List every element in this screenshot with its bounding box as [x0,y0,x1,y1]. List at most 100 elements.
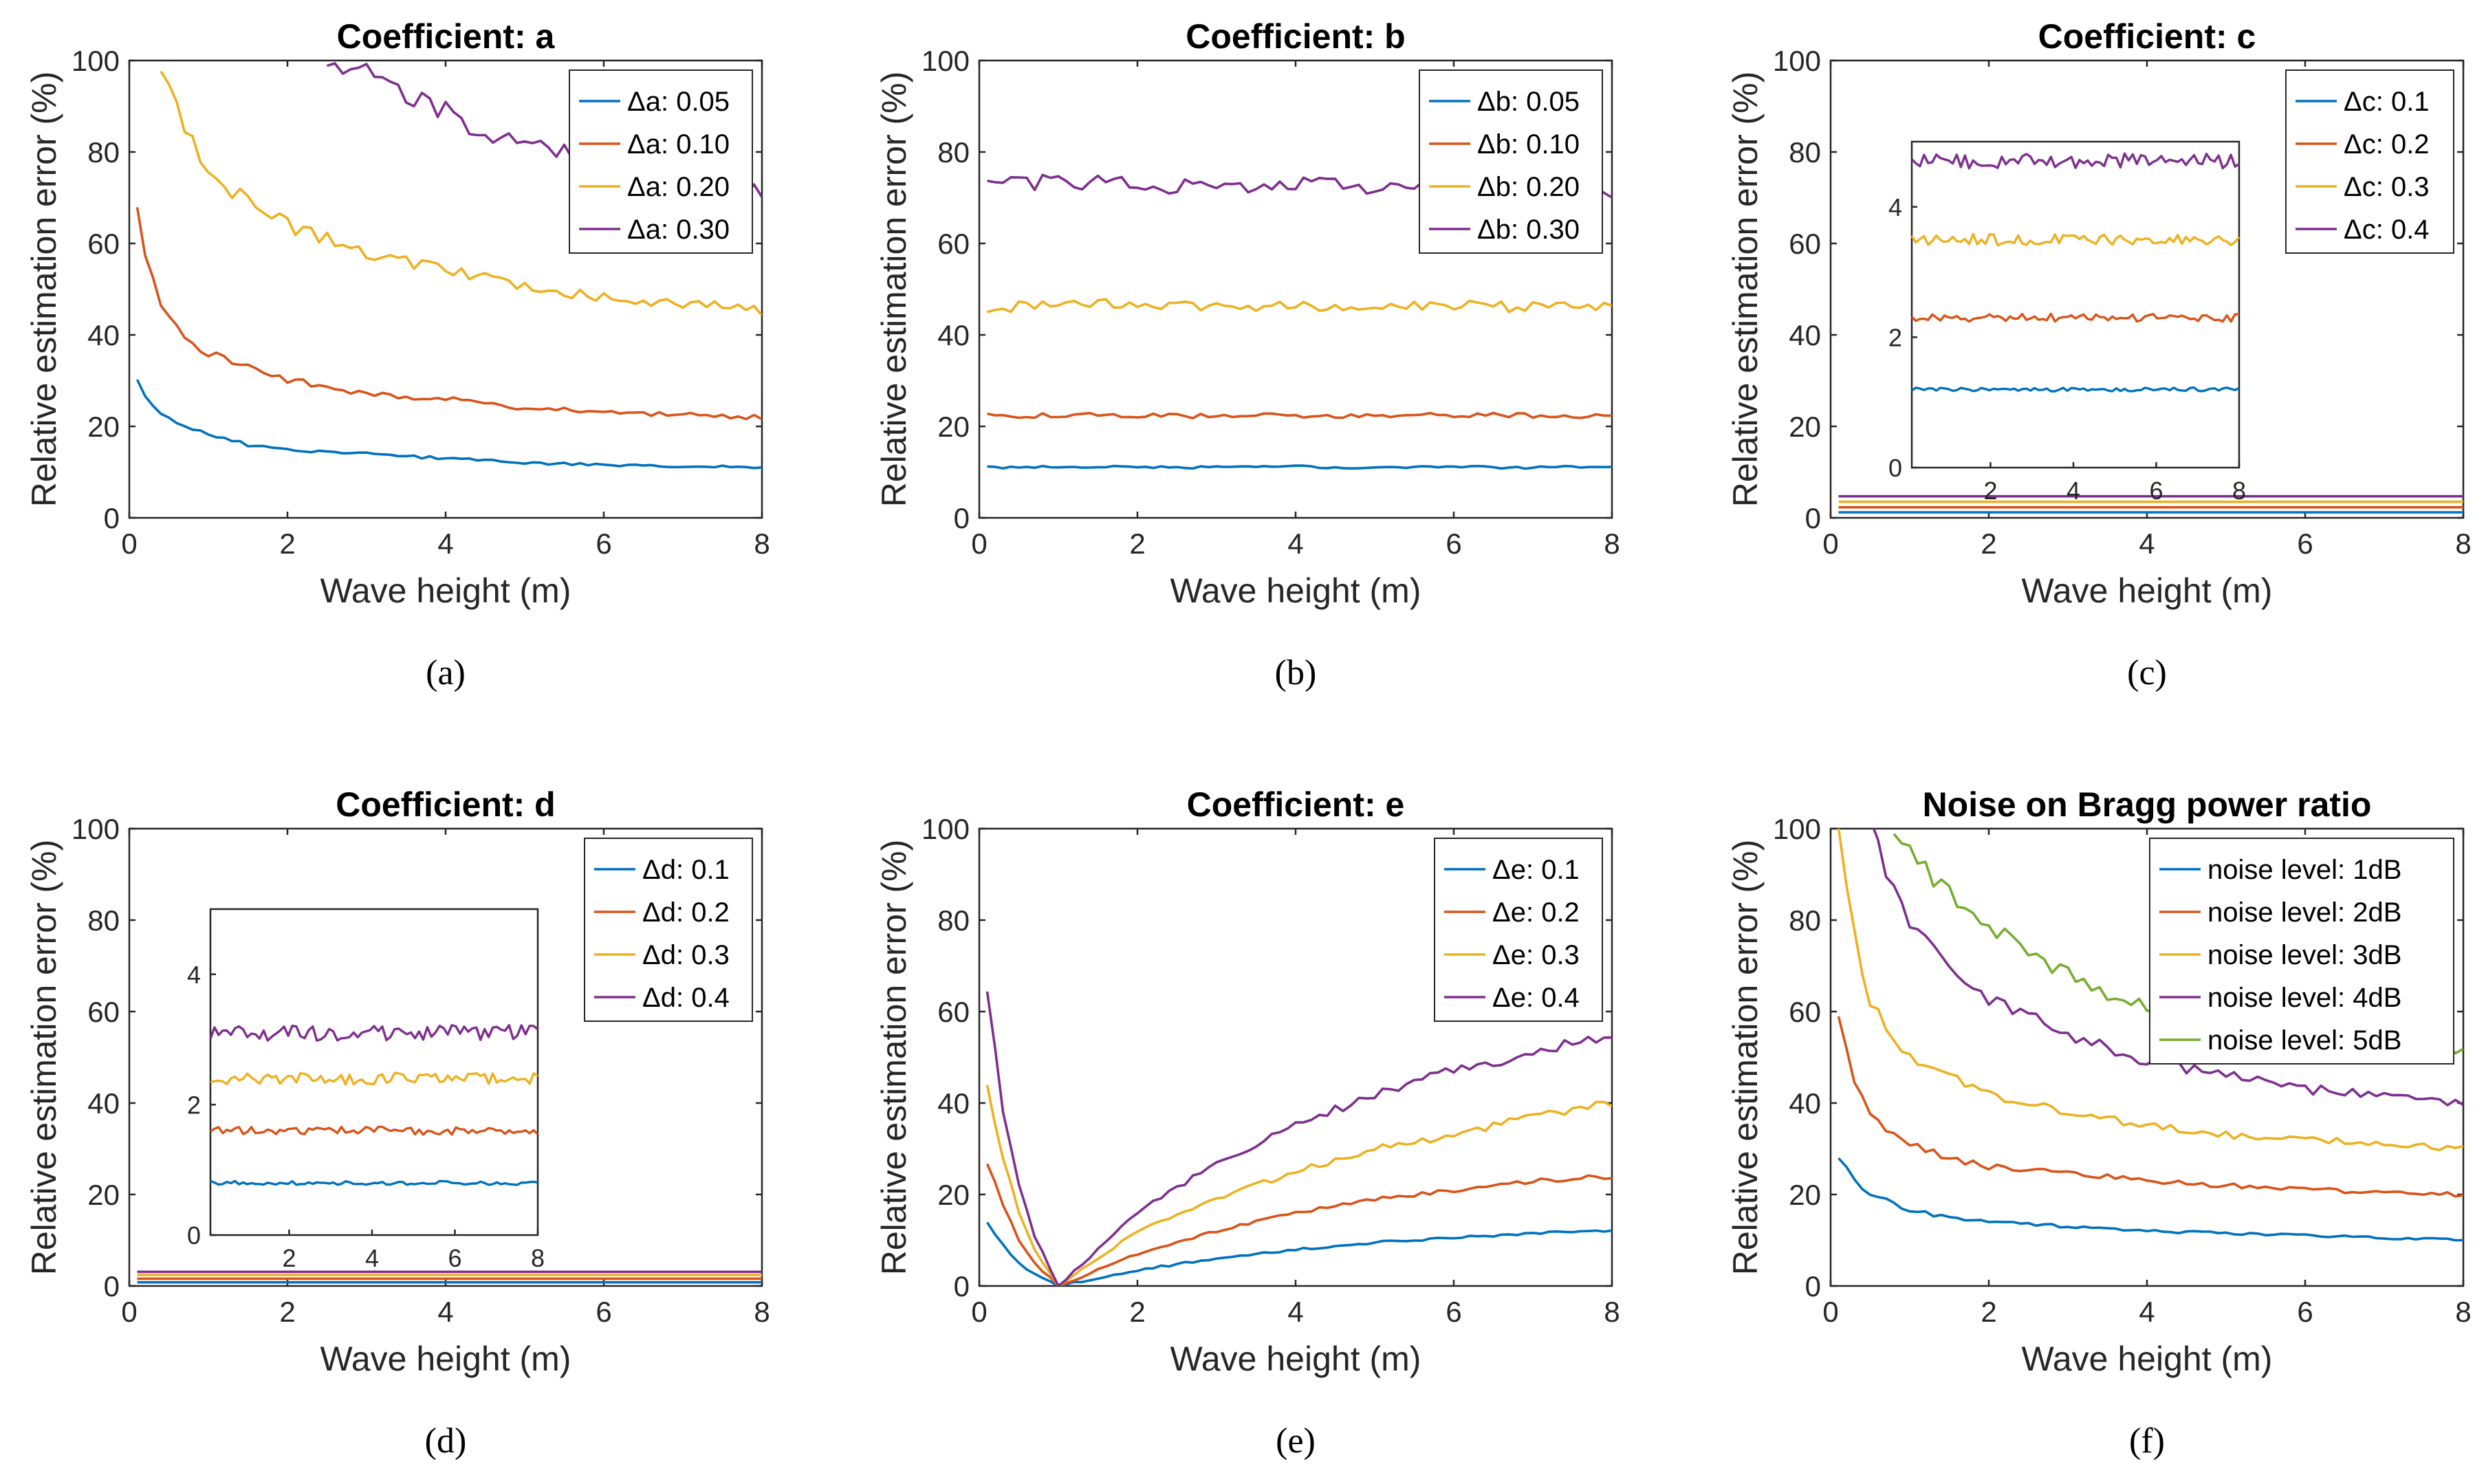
x-tick-label: 8 [754,1296,770,1328]
x-tick-label: 2 [1981,527,1996,560]
x-tick-label: 4 [2139,527,2155,560]
legend-box [2149,838,2454,1065]
x-tick-label: 8 [1604,1296,1620,1328]
inset-y-tick-label: 4 [187,961,201,989]
x-tick-label: 6 [1446,1296,1461,1328]
inset-series-line [1910,152,2240,170]
x-axis-label: Wave height (m) [2022,1340,2273,1378]
x-axis-label: Wave height (m) [320,571,571,610]
legend-label: Δa: 0.10 [627,129,730,160]
x-tick-label: 8 [2455,527,2471,560]
y-tick-label: 20 [1789,1179,1821,1211]
y-tick-label: 80 [1789,904,1821,937]
y-tick-label: 80 [1789,136,1821,168]
inset-series-line [210,1071,538,1086]
chart-title: Coefficient: e [1187,785,1405,824]
x-tick-label: 4 [2139,1296,2155,1328]
legend-label: Δa: 0.05 [627,87,730,117]
y-tick-label: 0 [1805,502,1821,534]
y-tick-label: 20 [1789,411,1821,443]
x-tick-label: 6 [2297,527,2313,560]
x-tick-label: 8 [1604,527,1620,560]
x-tick-label: 2 [279,527,295,560]
inset-x-tick-label: 2 [282,1244,296,1272]
series-line [987,464,1612,470]
y-axis-label: Relative estimation error (%) [25,840,63,1276]
legend-label: noise level: 3dB [2207,940,2401,970]
x-tick-label: 8 [754,527,770,560]
y-tick-label: 60 [87,228,120,260]
series-line [135,379,762,470]
y-tick-label: 40 [87,319,120,351]
legend-label: Δd: 0.3 [642,940,730,970]
y-tick-label: 100 [1773,45,1821,77]
inset-x-tick-label: 4 [365,1244,379,1272]
y-tick-label: 100 [72,813,120,845]
y-tick-label: 0 [104,1270,120,1302]
x-tick-label: 2 [1129,527,1145,560]
panel-caption: (c) [2127,653,2167,692]
series-line [135,207,762,421]
y-tick-label: 60 [87,996,120,1028]
legend-label: Δe: 0.2 [1492,897,1580,928]
x-axis-label: Wave height (m) [2022,571,2273,610]
series-line [1837,1016,2463,1198]
series-line [1838,1157,2463,1242]
panel-caption: (a) [426,653,466,692]
y-tick-label: 40 [937,319,970,351]
inset-x-tick-label: 6 [448,1244,461,1272]
inset-series-line [1910,386,2240,393]
inset-x-tick-label: 4 [2067,477,2080,505]
inset-y-tick-label: 2 [187,1091,201,1119]
y-axis-label: Relative estimation error (%) [1726,840,1765,1276]
inset-series-line [1910,312,2240,323]
x-tick-label: 0 [971,527,987,560]
x-tick-label: 0 [1822,527,1838,560]
panel-caption: (d) [425,1421,467,1461]
legend-label: Δb: 0.30 [1477,215,1580,245]
y-tick-label: 60 [1789,996,1821,1028]
series-line [985,991,1612,1286]
x-tick-label: 4 [437,1296,453,1328]
y-tick-label: 80 [937,904,970,937]
x-tick-label: 2 [1129,1296,1145,1328]
legend-label: Δe: 0.3 [1492,940,1580,970]
inset-y-tick-label: 0 [1888,454,1902,482]
legend-label: Δd: 0.4 [642,983,730,1013]
panel-caption: (e) [1276,1421,1316,1461]
y-tick-label: 80 [87,904,120,937]
legend-label: noise level: 1dB [2207,855,2401,885]
legend-label: Δa: 0.20 [627,172,730,202]
inset-series-line [210,1125,539,1136]
y-tick-label: 60 [937,228,970,260]
y-tick-label: 60 [1789,228,1821,260]
inset-series-line [209,1024,539,1042]
legend-label: Δe: 0.1 [1492,855,1580,885]
inset-x-tick-label: 6 [2149,477,2163,505]
inset-x-tick-label: 8 [2232,477,2246,505]
x-tick-label: 2 [279,1296,295,1328]
y-axis-label: Relative estimation error (%) [875,840,913,1276]
legend-label: Δb: 0.05 [1477,87,1580,117]
y-tick-label: 20 [937,411,970,443]
inset-series-line [210,1179,538,1186]
x-axis-label: Wave height (m) [1170,1340,1421,1378]
y-tick-label: 20 [937,1179,970,1211]
inset-y-tick-label: 4 [1888,193,1902,221]
series-line [987,411,1612,419]
x-tick-label: 6 [596,1296,611,1328]
legend-label: Δc: 0.1 [2344,87,2430,117]
x-tick-label: 2 [1981,1296,1996,1328]
legend-label: Δb: 0.10 [1477,129,1580,160]
legend-label: Δc: 0.3 [2344,172,2430,202]
inset-x-tick-label: 2 [1983,477,1997,505]
x-tick-label: 0 [121,527,137,560]
y-tick-label: 40 [1789,1087,1821,1120]
inset-plot-area [209,908,539,1236]
series-group [1838,494,2463,514]
y-tick-label: 80 [937,136,970,168]
